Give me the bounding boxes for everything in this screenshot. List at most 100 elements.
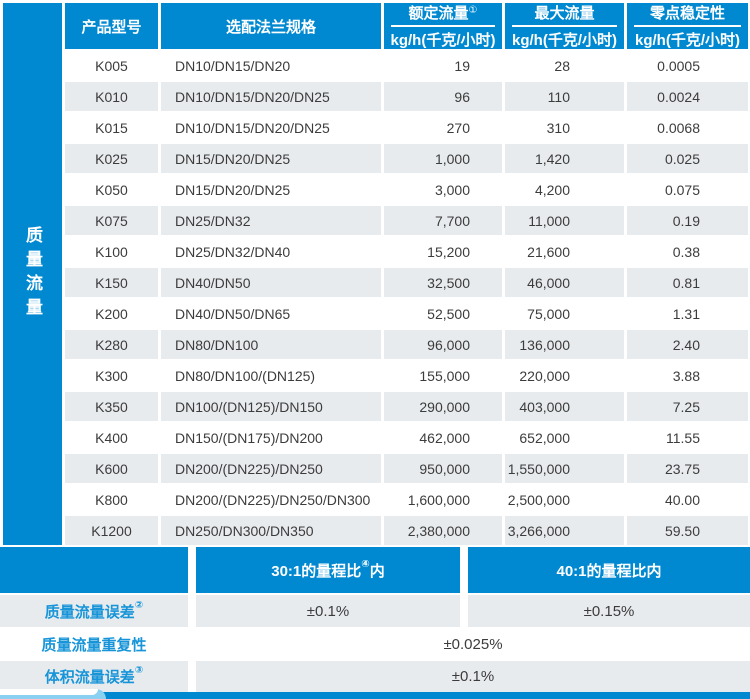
rated-flow-cell: 290,000 bbox=[384, 392, 502, 421]
rated-flow-cell: 19 bbox=[384, 51, 502, 80]
zero-stability-cell: 40.00 bbox=[627, 485, 748, 514]
zero-stability-cell: 2.40 bbox=[627, 330, 748, 359]
header-max-title: 最大流量 bbox=[512, 2, 617, 27]
flange-cell: DN10/DN15/DN20 bbox=[161, 51, 381, 80]
flange-cell: DN10/DN15/DN20/DN25 bbox=[161, 113, 381, 142]
footnote-1-marker: ① bbox=[468, 5, 478, 16]
model-cell: K300 bbox=[65, 361, 158, 390]
mass-flow-error-30-value: ±0.1% bbox=[196, 595, 460, 627]
footnote-2-marker: ② bbox=[134, 599, 144, 611]
flange-cell: DN40/DN50 bbox=[161, 268, 381, 297]
model-cell: K400 bbox=[65, 423, 158, 452]
max-flow-cell: 1,420 bbox=[505, 144, 624, 173]
footnote-3-marker: ③ bbox=[134, 665, 144, 676]
scope-header-row: 30:1的量程比 ④ 内 40:1的量程比内 bbox=[0, 547, 750, 593]
header-rated-unit: kg/h(千克/小时) bbox=[390, 32, 496, 49]
flange-cell: DN80/DN100 bbox=[161, 330, 381, 359]
zero-stability-cell: 11.55 bbox=[627, 423, 748, 452]
rated-flow-cell: 7,700 bbox=[384, 206, 502, 235]
flange-cell: DN150/(DN175)/DN200 bbox=[161, 423, 381, 452]
flange-cell: DN200/(DN225)/DN250/DN300 bbox=[161, 485, 381, 514]
model-cell: K1200 bbox=[65, 516, 158, 545]
flange-cell: DN15/DN20/DN25 bbox=[161, 175, 381, 204]
rated-flow-cell: 2,380,000 bbox=[384, 516, 502, 545]
repeatability-label-cell: 质量流量重复性 bbox=[0, 629, 188, 659]
max-flow-cell: 110 bbox=[505, 82, 624, 111]
model-cell: K025 bbox=[65, 144, 158, 173]
volume-flow-error-row: 体积流量误差 ③ ±0.1% bbox=[0, 661, 750, 692]
flange-cell: DN40/DN50/DN65 bbox=[161, 299, 381, 328]
zero-stability-cell: 0.025 bbox=[627, 144, 748, 173]
flange-cell: DN15/DN20/DN25 bbox=[161, 144, 381, 173]
zero-stability-cell: 0.075 bbox=[627, 175, 748, 204]
zero-stability-cell: 0.0068 bbox=[627, 113, 748, 142]
zero-stability-cell: 3.88 bbox=[627, 361, 748, 390]
volume-flow-error-label-cell: 体积流量误差 ③ bbox=[0, 661, 188, 692]
main-table-area: 质量流量 产品型号 选配法兰规格 额定流量① kg/h(千克/小时) 最大流量 … bbox=[3, 3, 748, 545]
rated-flow-cell: 462,000 bbox=[384, 423, 502, 452]
mass-flow-error-40-value: ±0.15% bbox=[468, 595, 750, 627]
bottom-accent-bar bbox=[0, 692, 750, 699]
model-cell: K050 bbox=[65, 175, 158, 204]
rated-flow-cell: 3,000 bbox=[384, 175, 502, 204]
model-cell: K200 bbox=[65, 299, 158, 328]
model-cell: K150 bbox=[65, 268, 158, 297]
rated-flow-cell: 270 bbox=[384, 113, 502, 142]
max-flow-cell: 2,500,000 bbox=[505, 485, 624, 514]
header-zero-title: 零点稳定性 bbox=[634, 2, 741, 27]
scope-header-spacer bbox=[0, 547, 188, 593]
category-sidebar: 质量流量 bbox=[3, 3, 62, 545]
header-rated-title: 额定流量① bbox=[391, 2, 495, 27]
max-flow-cell: 28 bbox=[505, 51, 624, 80]
model-cell: K005 bbox=[65, 51, 158, 80]
header-zero-unit: kg/h(千克/小时) bbox=[635, 32, 740, 49]
zero-stability-cell: 59.50 bbox=[627, 516, 748, 545]
flange-cell: DN250/DN300/DN350 bbox=[161, 516, 381, 545]
max-flow-cell: 3,266,000 bbox=[505, 516, 624, 545]
volume-flow-error-value: ±0.1% bbox=[196, 661, 750, 692]
header-max-flow: 最大流量 kg/h(千克/小时) bbox=[505, 3, 624, 49]
rated-flow-cell: 96 bbox=[384, 82, 502, 111]
rated-flow-cell: 950,000 bbox=[384, 454, 502, 483]
header-model: 产品型号 bbox=[65, 3, 158, 49]
flange-cell: DN200/(DN225)/DN250 bbox=[161, 454, 381, 483]
max-flow-cell: 46,000 bbox=[505, 268, 624, 297]
model-cell: K350 bbox=[65, 392, 158, 421]
repeatability-value: ±0.025% bbox=[196, 629, 750, 659]
repeatability-row: 质量流量重复性 ±0.025% bbox=[0, 629, 750, 659]
max-flow-cell: 310 bbox=[505, 113, 624, 142]
model-cell: K075 bbox=[65, 206, 158, 235]
model-cell: K600 bbox=[65, 454, 158, 483]
scope-40-header: 40:1的量程比内 bbox=[468, 547, 750, 593]
rated-flow-cell: 32,500 bbox=[384, 268, 502, 297]
max-flow-cell: 4,200 bbox=[505, 175, 624, 204]
category-label: 质量流量 bbox=[23, 226, 42, 322]
flange-cell: DN25/DN32 bbox=[161, 206, 381, 235]
rated-flow-cell: 15,200 bbox=[384, 237, 502, 266]
max-flow-cell: 21,600 bbox=[505, 237, 624, 266]
rated-flow-cell: 52,500 bbox=[384, 299, 502, 328]
zero-stability-cell: 0.19 bbox=[627, 206, 748, 235]
rated-flow-cell: 1,000 bbox=[384, 144, 502, 173]
model-cell: K010 bbox=[65, 82, 158, 111]
rated-flow-cell: 1,600,000 bbox=[384, 485, 502, 514]
zero-stability-cell: 0.38 bbox=[627, 237, 748, 266]
max-flow-cell: 1,550,000 bbox=[505, 454, 624, 483]
flange-cell: DN25/DN32/DN40 bbox=[161, 237, 381, 266]
max-flow-cell: 75,000 bbox=[505, 299, 624, 328]
model-cell: K280 bbox=[65, 330, 158, 359]
footnote-4-marker: ④ bbox=[361, 558, 370, 570]
zero-stability-cell: 0.0024 bbox=[627, 82, 748, 111]
flange-cell: DN80/DN100/(DN125) bbox=[161, 361, 381, 390]
spec-table: 产品型号 选配法兰规格 额定流量① kg/h(千克/小时) 最大流量 kg/h(… bbox=[65, 3, 748, 545]
accuracy-section: 30:1的量程比 ④ 内 40:1的量程比内 质量流量误差 ② ±0.1% ±0.15… bbox=[0, 547, 750, 692]
zero-stability-cell: 1.31 bbox=[627, 299, 748, 328]
flange-cell: DN10/DN15/DN20/DN25 bbox=[161, 82, 381, 111]
corner-decoration-inner bbox=[0, 689, 98, 695]
max-flow-cell: 403,000 bbox=[505, 392, 624, 421]
header-zero-stability: 零点稳定性 kg/h(千克/小时) bbox=[627, 3, 748, 49]
max-flow-cell: 220,000 bbox=[505, 361, 624, 390]
max-flow-cell: 11,000 bbox=[505, 206, 624, 235]
zero-stability-cell: 23.75 bbox=[627, 454, 748, 483]
